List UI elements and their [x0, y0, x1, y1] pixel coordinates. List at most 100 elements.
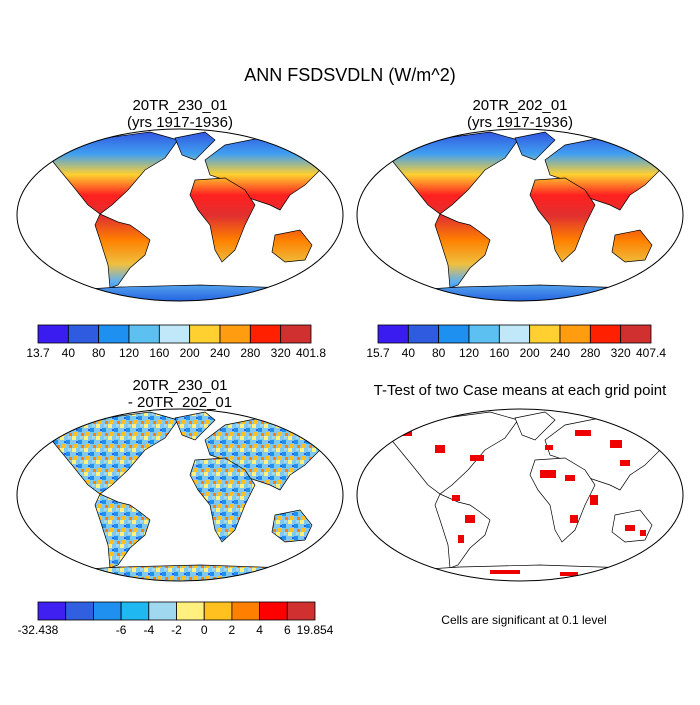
continent — [514, 411, 556, 441]
colorbar-label: 40 — [62, 346, 76, 360]
colorbar-label: 2 — [229, 623, 236, 637]
panel: T-Test of two Case means at each grid po… — [356, 382, 684, 627]
colorbar-box — [120, 601, 150, 621]
continent — [39, 564, 326, 581]
colorbar-box — [529, 324, 561, 344]
significant-cells — [640, 430, 650, 436]
continent — [271, 509, 313, 543]
colorbar-label: 200 — [520, 346, 540, 360]
colorbar-label: 320 — [271, 346, 291, 360]
panel-title: 20TR_202_01 — [472, 97, 567, 114]
colorbar-label: 280 — [240, 346, 260, 360]
continent — [189, 457, 256, 543]
colorbar-label: 19.854 — [297, 623, 334, 637]
figure-title: ANN FSDSVDLN (W/m^2) — [244, 65, 455, 85]
colorbar-box — [37, 324, 69, 344]
colorbar-label: 6 — [284, 623, 291, 637]
colorbar-label: 407.4 — [636, 346, 666, 360]
continent — [44, 131, 179, 215]
continent — [174, 131, 216, 161]
significant-cells — [565, 475, 575, 481]
continent — [44, 411, 179, 495]
panel-title: (yrs 1917-1936) — [127, 114, 233, 131]
colorbar-label: 40 — [402, 346, 416, 360]
colorbar-box — [589, 324, 622, 344]
significant-cells — [465, 515, 475, 523]
continent — [384, 131, 519, 215]
colorbar-label: 15.7 — [366, 346, 390, 360]
panel-title: 20TR_230_01 — [132, 377, 227, 394]
significant-cells — [570, 515, 578, 523]
colorbar-box — [280, 324, 312, 344]
continent — [94, 213, 151, 289]
colorbar-label: 200 — [180, 346, 200, 360]
globe-outline — [356, 128, 684, 302]
colorbar-box — [128, 324, 160, 344]
globe-outline — [16, 408, 344, 582]
continent — [174, 411, 216, 441]
colorbar-box — [377, 324, 409, 344]
colorbar-label: 401.8 — [296, 346, 326, 360]
colorbar-box — [158, 324, 191, 344]
significant-cells — [640, 530, 646, 536]
colorbar-box — [67, 324, 100, 344]
significant-cells — [620, 460, 630, 466]
significant-cells — [470, 455, 484, 461]
colorbar-label: 160 — [489, 346, 509, 360]
continent — [434, 493, 491, 569]
globe-outline — [356, 408, 684, 582]
colorbar-label: 0 — [201, 623, 208, 637]
colorbar-label: -32.438 — [18, 623, 59, 637]
colorbar-box — [498, 324, 531, 344]
colorbar-box — [620, 324, 652, 344]
colorbar-label: 280 — [580, 346, 600, 360]
colorbar-box — [203, 601, 233, 621]
colorbar-label: 13.7 — [26, 346, 50, 360]
colorbar-label: 80 — [92, 346, 106, 360]
significant-cells — [575, 430, 591, 436]
continent — [379, 564, 666, 581]
continent — [514, 131, 556, 161]
colorbar-box — [148, 601, 177, 621]
colorbar-label: 80 — [432, 346, 446, 360]
panel-note: Cells are significant at 0.1 level — [441, 613, 606, 627]
significant-cells — [452, 495, 460, 501]
colorbar-box — [407, 324, 440, 344]
panel: 20TR_230_01(yrs 1917-1936) 13.7 40 80 120 160… — [16, 97, 344, 360]
colorbar-label: 320 — [611, 346, 631, 360]
colorbar-box — [176, 601, 205, 621]
colorbar-label: 240 — [550, 346, 570, 360]
continent — [379, 284, 666, 301]
colorbar-box — [438, 324, 470, 344]
panel: 20TR_202_01(yrs 1917-1936) 15.7 40 80 120 160… — [356, 97, 684, 360]
continent — [529, 177, 596, 263]
colorbar-label: -4 — [143, 623, 154, 637]
colorbar-box — [65, 601, 94, 621]
significant-cells — [545, 445, 553, 450]
colorbar-box — [93, 601, 122, 621]
continent — [189, 177, 256, 263]
continent — [434, 213, 491, 289]
continent — [529, 457, 596, 543]
panel-title: T-Test of two Case means at each grid po… — [374, 382, 667, 399]
significant-cells — [610, 440, 622, 448]
colorbar-label: 4 — [256, 623, 263, 637]
significant-cells — [625, 525, 635, 531]
colorbar-box — [37, 601, 67, 621]
continent — [39, 284, 326, 301]
colorbar-box — [286, 601, 316, 621]
colorbar-box — [468, 324, 500, 344]
colorbar-label: 240 — [210, 346, 230, 360]
panel-title: 20TR_230_01 — [132, 97, 227, 114]
panel-title: - 20TR_202_01 — [128, 394, 232, 411]
continent — [384, 411, 519, 495]
colorbar-label: -6 — [116, 623, 127, 637]
continent — [94, 493, 151, 569]
colorbar-label: 160 — [149, 346, 169, 360]
map — [39, 411, 341, 581]
colorbar-box — [219, 324, 251, 344]
significant-cells — [458, 535, 464, 543]
colorbar-box — [231, 601, 260, 621]
